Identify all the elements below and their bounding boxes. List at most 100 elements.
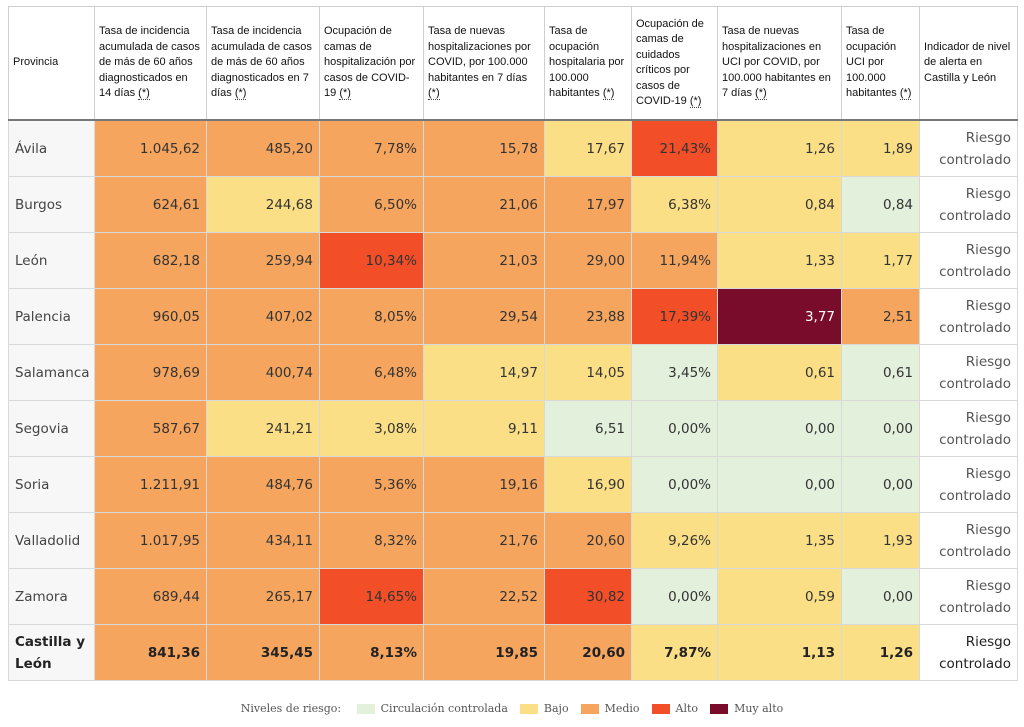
risk-legend: Niveles de riesgo: Circulación controlad… bbox=[0, 701, 1024, 715]
column-header-8: Tasa de ocupación UCI por 100.000 habita… bbox=[841, 6, 920, 121]
value-cell: 19,85 bbox=[423, 624, 545, 681]
value-cell: 265,17 bbox=[206, 568, 320, 625]
column-header-4: Tasa de nuevas hospitalizaciones por COV… bbox=[423, 6, 545, 121]
value-cell: 8,05% bbox=[319, 288, 424, 345]
legend-item-alto: Alto bbox=[651, 702, 698, 715]
value-cell: 960,05 bbox=[94, 288, 207, 345]
value-cell: 5,36% bbox=[319, 456, 424, 513]
province-cell: Zamora bbox=[8, 568, 95, 625]
column-header-label: Ocupación de camas de hospitalización po… bbox=[324, 25, 416, 100]
value-cell: 20,60 bbox=[544, 512, 632, 569]
value-cell: 0,84 bbox=[717, 176, 842, 233]
table-row: Palencia 960,05 407,02 8,05% 29,54 23,88 17,39… bbox=[8, 288, 1018, 345]
value-cell: 407,02 bbox=[206, 288, 320, 345]
alert-level-cell: Riesgo controlado bbox=[919, 288, 1018, 345]
value-cell: 6,48% bbox=[319, 344, 424, 401]
value-cell: 0,00% bbox=[631, 400, 718, 457]
value-cell: 2,51 bbox=[841, 288, 920, 345]
value-cell: 0,00% bbox=[631, 456, 718, 513]
value-cell: 484,76 bbox=[206, 456, 320, 513]
province-cell: Burgos bbox=[8, 176, 95, 233]
value-cell: 244,68 bbox=[206, 176, 320, 233]
legend-label: Bajo bbox=[543, 701, 569, 715]
legend-label: Medio bbox=[604, 701, 640, 715]
legend-item-bajo: Bajo bbox=[519, 701, 569, 715]
value-cell: 587,67 bbox=[94, 400, 207, 457]
province-cell: Palencia bbox=[8, 288, 95, 345]
footnote-link[interactable]: (*) bbox=[602, 87, 615, 101]
table-row: Segovia 587,67 241,21 3,08% 9,11 6,51 0,00% 0,0… bbox=[8, 400, 1018, 457]
province-cell: Valladolid bbox=[8, 512, 95, 569]
value-cell: 20,60 bbox=[544, 624, 632, 681]
alert-level-cell: Riesgo controlado bbox=[919, 624, 1018, 681]
value-cell: 1,26 bbox=[717, 119, 842, 177]
value-cell: 682,18 bbox=[94, 232, 207, 289]
value-cell: 1.017,95 bbox=[94, 512, 207, 569]
value-cell: 7,78% bbox=[319, 119, 424, 177]
value-cell: 22,52 bbox=[423, 568, 545, 625]
province-cell: Soria bbox=[8, 456, 95, 513]
value-cell: 23,88 bbox=[544, 288, 632, 345]
table-row: León 682,18 259,94 10,34% 21,03 29,00 11,94% 1,… bbox=[8, 232, 1018, 289]
alert-level-cell: Riesgo controlado bbox=[919, 400, 1018, 457]
column-header-5: Tasa de ocupación hospitalaria por 100.0… bbox=[544, 6, 632, 121]
value-cell: 1,89 bbox=[841, 119, 920, 177]
column-header-label: Tasa de ocupación hospitalaria por 100.0… bbox=[549, 25, 625, 100]
column-header-label: Tasa de ocupación UCI por 100.000 habita… bbox=[846, 25, 897, 100]
value-cell: 7,87% bbox=[631, 624, 718, 681]
footnote-link[interactable]: (*) bbox=[339, 87, 351, 101]
value-cell: 1,77 bbox=[841, 232, 920, 289]
value-cell: 0,84 bbox=[841, 176, 920, 233]
footnote-link[interactable]: (*) bbox=[138, 87, 150, 101]
value-cell: 29,54 bbox=[423, 288, 545, 345]
footnote-link[interactable]: (*) bbox=[899, 87, 912, 101]
value-cell: 0,61 bbox=[841, 344, 920, 401]
legend-swatch bbox=[710, 703, 729, 714]
value-cell: 1,26 bbox=[841, 624, 920, 681]
legend-item-circ: Circulación controlada bbox=[356, 702, 508, 715]
footnote-link[interactable]: (*) bbox=[428, 87, 440, 101]
value-cell: 400,74 bbox=[206, 344, 320, 401]
value-cell: 9,26% bbox=[631, 512, 718, 569]
column-header-label: Ocupación de camas de cuidados críticos … bbox=[636, 17, 704, 108]
value-cell: 3,08% bbox=[319, 400, 424, 457]
table-row: Soria 1.211,91 484,76 5,36% 19,16 16,90 0,00% 0… bbox=[8, 456, 1018, 513]
value-cell: 21,43% bbox=[631, 119, 718, 177]
province-cell: Salamanca bbox=[8, 344, 95, 401]
legend-item-medio: Medio bbox=[580, 701, 640, 715]
alert-level-cell: Riesgo controlado bbox=[919, 119, 1018, 177]
risk-table-container: Provincia Tasa de incidencia acumulada de… bbox=[8, 6, 1018, 681]
column-header-9: Indicador de nivel de alerta en Castilla… bbox=[919, 6, 1018, 121]
table-row: Zamora 689,44 265,17 14,65% 22,52 30,82 0,00% 0… bbox=[8, 568, 1018, 625]
province-cell: Segovia bbox=[8, 400, 95, 457]
legend-swatch bbox=[580, 703, 599, 714]
table-body: Ávila 1.045,62 485,20 7,78% 15,78 17,67 21,43%… bbox=[8, 119, 1018, 681]
table-row: Ávila 1.045,62 485,20 7,78% 15,78 17,67 21,43%… bbox=[8, 119, 1018, 177]
value-cell: 16,90 bbox=[544, 456, 632, 513]
footnote-link[interactable]: (*) bbox=[234, 87, 247, 101]
value-cell: 21,03 bbox=[423, 232, 545, 289]
value-cell: 30,82 bbox=[544, 568, 632, 625]
value-cell: 1,33 bbox=[717, 232, 842, 289]
column-header-0: Provincia bbox=[8, 6, 95, 121]
value-cell: 0,00 bbox=[841, 568, 920, 625]
value-cell: 15,78 bbox=[423, 119, 545, 177]
column-header-label: Indicador de nivel de alerta en Castilla… bbox=[924, 40, 1011, 84]
value-cell: 0,00 bbox=[717, 400, 842, 457]
risk-table: Provincia Tasa de incidencia acumulada de… bbox=[8, 6, 1018, 681]
value-cell: 29,00 bbox=[544, 232, 632, 289]
legend-item-muyalto: Muy alto bbox=[710, 702, 783, 715]
value-cell: 841,36 bbox=[94, 624, 207, 681]
value-cell: 1,93 bbox=[841, 512, 920, 569]
value-cell: 3,77 bbox=[717, 288, 842, 345]
value-cell: 689,44 bbox=[94, 568, 207, 625]
legend-swatch bbox=[651, 703, 670, 714]
value-cell: 9,11 bbox=[423, 400, 545, 457]
value-cell: 0,00 bbox=[841, 456, 920, 513]
alert-level-cell: Riesgo controlado bbox=[919, 568, 1018, 625]
value-cell: 241,21 bbox=[206, 400, 320, 457]
footnote-link[interactable]: (*) bbox=[755, 87, 767, 101]
footnote-link[interactable]: (*) bbox=[689, 95, 702, 108]
value-cell: 1.211,91 bbox=[94, 456, 207, 513]
legend-label: Muy alto bbox=[734, 701, 784, 715]
